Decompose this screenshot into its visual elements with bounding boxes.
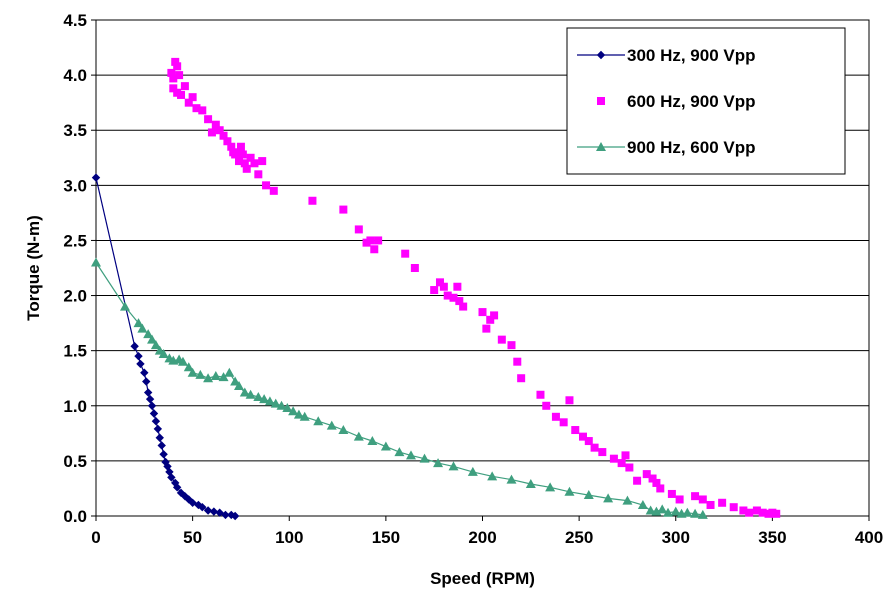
data-point: [730, 503, 738, 511]
y-tick-label: 1.5: [63, 342, 87, 361]
data-point: [479, 308, 487, 316]
data-point: [622, 451, 630, 459]
data-point: [198, 106, 206, 114]
data-point: [177, 91, 185, 99]
data-point: [366, 236, 374, 244]
data-point: [370, 245, 378, 253]
legend-marker: [597, 97, 605, 105]
y-axis-title: Torque (N-m): [24, 215, 43, 320]
data-point: [339, 206, 347, 214]
x-tick-label: 100: [275, 528, 303, 547]
data-point: [250, 159, 258, 167]
data-point: [173, 62, 181, 70]
data-point: [374, 236, 382, 244]
data-point: [430, 286, 438, 294]
data-point: [239, 150, 247, 158]
data-point: [691, 492, 699, 500]
y-tick-label: 2.5: [63, 231, 87, 250]
y-tick-label: 4.5: [63, 11, 87, 30]
data-point: [401, 250, 409, 258]
data-point: [625, 464, 633, 472]
data-point: [270, 187, 278, 195]
x-tick-label: 400: [855, 528, 883, 547]
y-tick-label: 1.0: [63, 397, 87, 416]
data-point: [459, 303, 467, 311]
data-point: [189, 93, 197, 101]
data-point: [745, 509, 753, 517]
data-point: [668, 490, 676, 498]
data-point: [718, 499, 726, 507]
y-tick-label: 3.0: [63, 176, 87, 195]
x-tick-label: 350: [758, 528, 786, 547]
data-point: [552, 413, 560, 421]
y-tick-label: 2.0: [63, 287, 87, 306]
data-point: [598, 448, 606, 456]
data-point: [656, 484, 664, 492]
data-point: [262, 181, 270, 189]
data-point: [633, 477, 641, 485]
data-point: [618, 459, 626, 467]
data-point: [536, 391, 544, 399]
x-axis-title: Speed (RPM): [430, 569, 535, 588]
data-point: [676, 495, 684, 503]
x-tick-label: 0: [91, 528, 100, 547]
data-point: [204, 115, 212, 123]
data-point: [237, 143, 245, 151]
data-point: [411, 264, 419, 272]
x-tick-label: 50: [183, 528, 202, 547]
data-point: [772, 510, 780, 518]
data-point: [258, 157, 266, 165]
data-point: [542, 402, 550, 410]
data-point: [490, 311, 498, 319]
x-tick-label: 200: [468, 528, 496, 547]
data-point: [610, 455, 618, 463]
data-point: [560, 418, 568, 426]
y-tick-label: 3.5: [63, 121, 87, 140]
legend-label: 600 Hz, 900 Vpp: [627, 92, 756, 111]
data-point: [707, 501, 715, 509]
legend: 300 Hz, 900 Vpp 600 Hz, 900 Vpp 900 Hz, 60…: [567, 28, 845, 174]
x-tick-label: 250: [565, 528, 593, 547]
y-tick-label: 0.0: [63, 507, 87, 526]
legend-label: 300 Hz, 900 Vpp: [627, 46, 756, 65]
x-tick-label: 300: [662, 528, 690, 547]
data-point: [699, 495, 707, 503]
data-point: [498, 336, 506, 344]
data-point: [565, 396, 573, 404]
y-tick-label: 0.5: [63, 452, 87, 471]
data-point: [243, 165, 251, 173]
data-point: [482, 325, 490, 333]
legend-label: 900 Hz, 600 Vpp: [627, 138, 756, 157]
data-point: [517, 374, 525, 382]
x-tick-label: 150: [372, 528, 400, 547]
data-point: [308, 197, 316, 205]
data-point: [440, 283, 448, 291]
data-point: [513, 358, 521, 366]
data-point: [453, 283, 461, 291]
data-point: [591, 444, 599, 452]
data-point: [254, 170, 262, 178]
data-point: [208, 128, 216, 136]
data-point: [175, 71, 183, 79]
y-tick-label: 4.0: [63, 66, 87, 85]
data-point: [507, 341, 515, 349]
data-point: [355, 225, 363, 233]
data-point: [571, 426, 579, 434]
data-point: [181, 82, 189, 90]
